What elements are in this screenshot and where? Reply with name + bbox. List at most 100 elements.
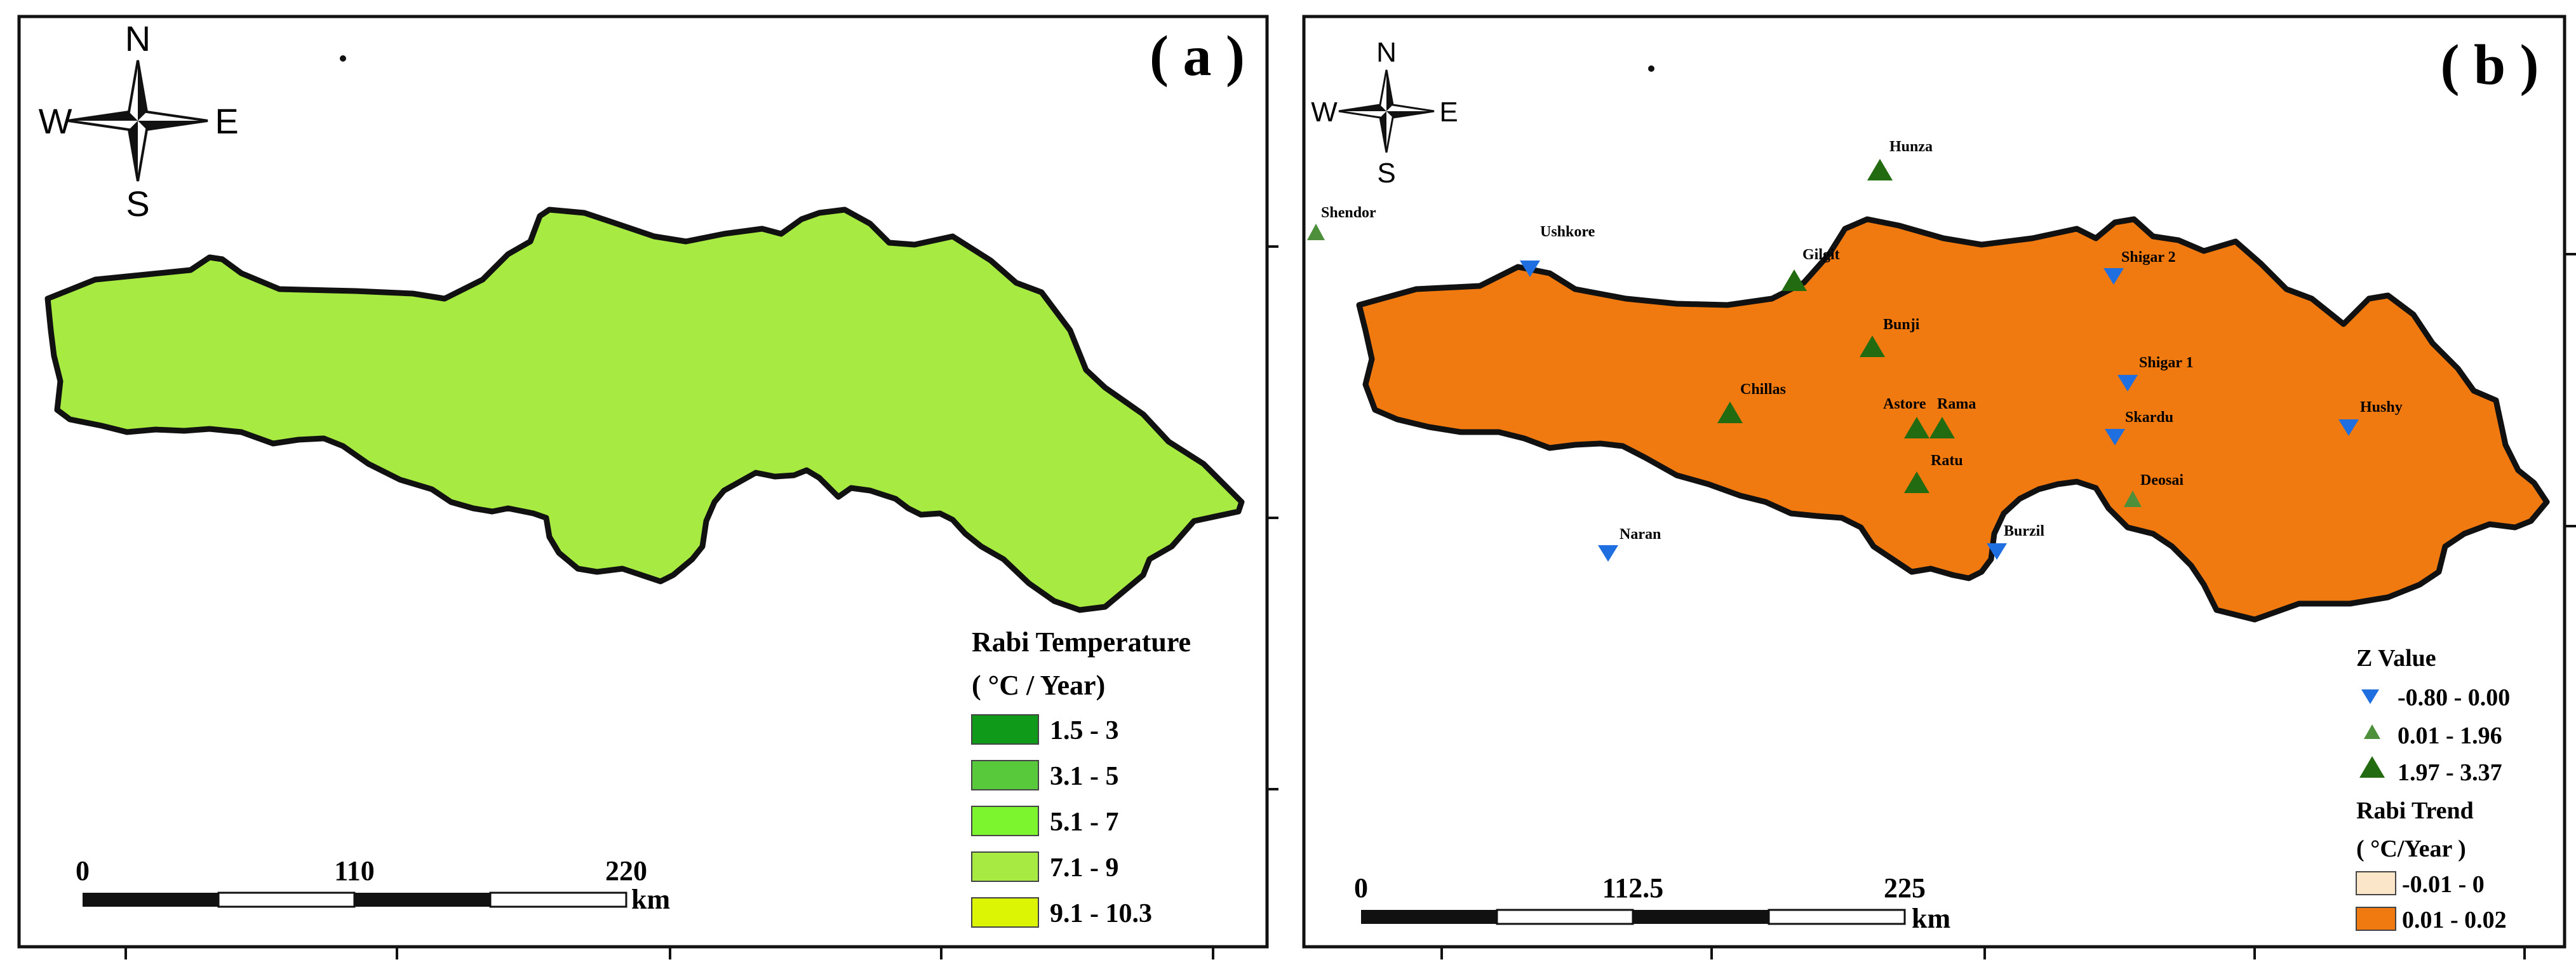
large-up-triangle-icon bbox=[2359, 756, 2385, 778]
legend-a-swatch bbox=[971, 714, 1039, 745]
legend-b-swatch bbox=[2356, 907, 2396, 931]
legend-b-trend-title: Rabi Trend bbox=[2356, 797, 2474, 824]
scale-b-unit: km bbox=[1912, 903, 1950, 934]
compass-n-label: N bbox=[1376, 37, 1397, 68]
station-label: Gilgit bbox=[1802, 247, 1840, 263]
legend-b-trend-unit: ( °C/Year ) bbox=[2356, 836, 2466, 862]
station-deosai: Deosai bbox=[2124, 472, 2184, 507]
station-shigar-1: Shigar 1 bbox=[2117, 355, 2194, 391]
station-label: Hushy bbox=[2360, 399, 2403, 416]
station-label: Shigar 1 bbox=[2139, 355, 2194, 371]
legend-a-swatch bbox=[971, 760, 1039, 790]
scale-b-tick-2: 225 bbox=[1884, 872, 1926, 904]
station-label: Bunji bbox=[1883, 316, 1920, 333]
legend-a-swatch bbox=[971, 806, 1039, 836]
down-triangle-icon bbox=[2105, 429, 2125, 445]
station-hunza: Hunza bbox=[1867, 139, 1933, 180]
legend-a-swatch bbox=[971, 897, 1039, 928]
station-label: Ushkore bbox=[1540, 224, 1595, 240]
legend-a-swatch bbox=[971, 851, 1039, 882]
compass-s-label: S bbox=[1377, 158, 1395, 189]
legend-a-class-label: 7.1 - 9 bbox=[1050, 853, 1119, 883]
compass-n-label: N bbox=[125, 18, 151, 58]
scale-a-unit: km bbox=[631, 884, 670, 915]
compass-e-label: E bbox=[1439, 97, 1458, 128]
panel-a: N S E W ( a ) Rabi Temperature ( °C / Ye… bbox=[17, 15, 1278, 959]
panel-b-ticks bbox=[1440, 253, 2576, 959]
legend-a-class-label: 1.5 - 3 bbox=[1050, 716, 1119, 745]
station-label: Shigar 2 bbox=[2121, 249, 2176, 266]
station-label: Chillas bbox=[1740, 381, 1786, 398]
legend-a-unit: ( °C / Year) bbox=[972, 670, 1105, 701]
large-up-triangle-icon bbox=[1781, 269, 1807, 291]
large-up-triangle-icon bbox=[1717, 402, 1743, 423]
small-up-triangle-icon bbox=[2364, 724, 2380, 739]
station-label: Deosai bbox=[2140, 472, 2184, 489]
station-label: Skardu bbox=[2125, 409, 2173, 426]
down-triangle-icon bbox=[2117, 375, 2138, 391]
legend-a: Rabi Temperature ( °C / Year) 1.5 - 3 3.1… bbox=[971, 627, 1191, 928]
panel-b-label: ( b ) bbox=[2441, 34, 2539, 97]
scale-b-tick-1: 112.5 bbox=[1602, 872, 1664, 904]
legend-b: Z Value -0.80 - 0.00 0.01 - 1.96 1.97 - … bbox=[2356, 645, 2510, 933]
down-triangle-icon bbox=[2361, 689, 2379, 704]
compass-e-label: E bbox=[215, 101, 238, 141]
legend-b-trend-class-1: 0.01 - 0.02 bbox=[2402, 907, 2507, 933]
large-up-triangle-icon bbox=[1867, 159, 1893, 180]
down-triangle-icon bbox=[2103, 268, 2124, 285]
station-shendor: Shendor bbox=[1307, 205, 1376, 240]
station-label: Rama bbox=[1937, 396, 1976, 412]
down-triangle-icon bbox=[2338, 419, 2359, 436]
scale-bar-b: 0 112.5 225 km bbox=[1354, 872, 1950, 934]
station-label: Shendor bbox=[1321, 205, 1376, 221]
scale-a-tick-2: 220 bbox=[605, 855, 647, 886]
large-up-triangle-icon bbox=[1860, 335, 1885, 357]
station-ratu: Ratu bbox=[1904, 452, 1963, 493]
stations: Hunza Shendor Ushkore Gilgit Bunji Chill… bbox=[1307, 139, 2403, 562]
large-up-triangle-icon bbox=[1929, 417, 1955, 438]
large-up-triangle-icon bbox=[1904, 471, 1929, 493]
legend-a-class-label: 9.1 - 10.3 bbox=[1050, 899, 1152, 928]
station-shigar-2: Shigar 2 bbox=[2103, 249, 2176, 285]
station-ushkore: Ushkore bbox=[1520, 224, 1595, 277]
legend-a-class-label: 3.1 - 5 bbox=[1050, 762, 1119, 791]
legend-a-class-label: 5.1 - 7 bbox=[1050, 808, 1119, 837]
panel-a-ticks bbox=[124, 245, 1278, 959]
scale-b-tick-0: 0 bbox=[1354, 872, 1368, 904]
compass-b: N S E W bbox=[1311, 37, 1458, 189]
station-gilgit: Gilgit bbox=[1781, 247, 1840, 291]
map-dot bbox=[340, 55, 346, 62]
compass-w-label: W bbox=[1311, 97, 1338, 128]
compass-w-label: W bbox=[39, 101, 72, 141]
compass-a: N S E W bbox=[39, 18, 239, 224]
station-hushy: Hushy bbox=[2338, 399, 2403, 436]
legend-b-trend-class-0: -0.01 - 0 bbox=[2402, 871, 2485, 898]
station-skardu: Skardu bbox=[2105, 409, 2173, 445]
legend-b-z-class-0: -0.80 - 0.00 bbox=[2398, 684, 2510, 711]
station-label: Burzil bbox=[2004, 523, 2044, 539]
small-up-triangle-icon bbox=[2124, 491, 2142, 507]
large-up-triangle-icon bbox=[1904, 417, 1929, 438]
compass-s-label: S bbox=[126, 184, 149, 224]
legend-b-z-title: Z Value bbox=[2356, 645, 2436, 672]
station-chillas: Chillas bbox=[1717, 381, 1786, 423]
station-bunji: Bunji bbox=[1860, 316, 1920, 357]
legend-b-z-class-1: 0.01 - 1.96 bbox=[2398, 722, 2502, 749]
station-label: Naran bbox=[1620, 526, 1661, 543]
station-label: Ratu bbox=[1931, 452, 1963, 469]
station-astore: Astore bbox=[1883, 396, 1929, 438]
station-label: Astore bbox=[1883, 396, 1926, 412]
down-triangle-icon bbox=[1598, 545, 1618, 562]
scale-a-tick-0: 0 bbox=[76, 855, 90, 886]
panel-a-label: ( a ) bbox=[1150, 25, 1245, 88]
legend-b-z-class-2: 1.97 - 3.37 bbox=[2398, 759, 2502, 786]
down-triangle-icon bbox=[1520, 261, 1540, 277]
legend-a-classes: 1.5 - 3 3.1 - 5 5.1 - 7 7.1 - 9 9.1 - 10.3 bbox=[971, 714, 1152, 928]
station-naran: Naran bbox=[1598, 526, 1661, 562]
legend-a-title: Rabi Temperature bbox=[972, 627, 1191, 658]
down-triangle-icon bbox=[1987, 543, 2007, 560]
legend-b-swatch bbox=[2356, 871, 2396, 895]
panel-b: Hunza Shendor Ushkore Gilgit Bunji Chill… bbox=[1302, 15, 2576, 959]
small-up-triangle-icon bbox=[1307, 224, 1325, 240]
